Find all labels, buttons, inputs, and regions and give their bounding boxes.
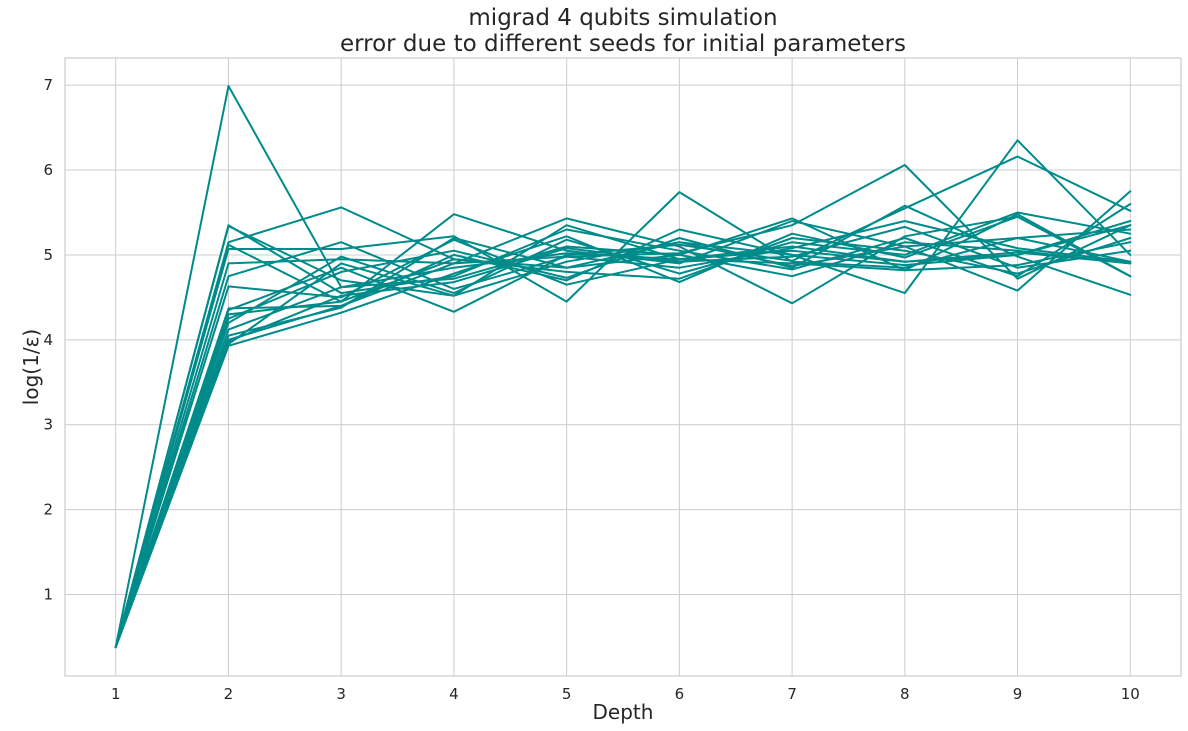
chart-title-line-1: migrad 4 qubits simulation	[468, 5, 777, 31]
y-tick-label: 6	[43, 161, 53, 179]
x-tick-label: 2	[224, 685, 234, 703]
y-tick-label: 3	[43, 416, 53, 434]
y-axis-label: log(1/ε)	[19, 329, 43, 405]
x-tick-label: 4	[449, 685, 459, 703]
x-tick-label: 3	[336, 685, 346, 703]
series-line-4	[114, 139, 1132, 649]
series-line-20	[114, 237, 1132, 649]
chart-title-line-2: error due to different seeds for initial…	[340, 31, 906, 57]
series-line-14	[114, 217, 1132, 649]
series-line-10	[114, 220, 1132, 649]
series-line-9	[114, 220, 1132, 649]
grid	[65, 58, 1181, 676]
plot-frame	[64, 57, 1182, 677]
series-line-12	[114, 204, 1132, 649]
series-line-2	[114, 203, 1132, 649]
y-tick-label: 7	[43, 76, 53, 94]
series-line-8	[114, 164, 1132, 649]
x-tick-label: 7	[787, 685, 797, 703]
y-tick-label: 5	[43, 246, 53, 264]
series-line-17	[114, 237, 1132, 649]
y-tick-label: 2	[43, 501, 53, 519]
x-tick-label: 8	[900, 685, 910, 703]
x-tick-label: 1	[111, 685, 121, 703]
x-tick-label: 5	[562, 685, 572, 703]
series-line-3	[114, 213, 1132, 649]
y-tick-labels: 1 2 3 4 5 6 7	[43, 76, 53, 603]
x-tick-label: 6	[675, 685, 685, 703]
x-tick-label: 9	[1013, 685, 1023, 703]
y-tick-label: 1	[43, 586, 53, 604]
series-line-7	[114, 215, 1132, 649]
x-axis-label: Depth	[593, 700, 654, 724]
series-lines	[114, 85, 1132, 649]
series-line-19	[114, 224, 1132, 649]
x-tick-labels: 1 2 3 4 5 6 7 8 9 10	[111, 685, 1140, 703]
series-line-18	[114, 215, 1132, 649]
y-tick-label: 4	[43, 331, 53, 349]
x-tick-label: 10	[1121, 685, 1140, 703]
series-line-6	[114, 191, 1132, 649]
series-line-13	[114, 211, 1132, 649]
